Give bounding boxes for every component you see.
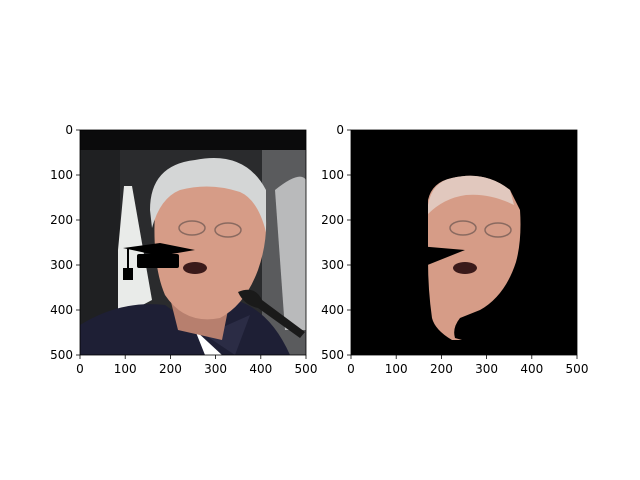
left-x-tick-label: 200 — [159, 362, 182, 376]
left-x-tick-label: 100 — [114, 362, 137, 376]
right-x-tick-label: 100 — [385, 362, 408, 376]
left-x-tick-label: 400 — [249, 362, 272, 376]
right-y-tick-label: 0 — [336, 123, 344, 137]
right-x-tick-label: 500 — [566, 362, 589, 376]
left-x-tick-label: 0 — [76, 362, 84, 376]
left-y-tick-label: 200 — [50, 213, 73, 227]
right-axes: 0 100 200 300 400 500 0 100 200 300 400 500 — [321, 123, 588, 376]
left-y-tick-label: 100 — [50, 168, 73, 182]
graduation-cap-overlay — [123, 243, 195, 280]
right-image — [351, 130, 577, 355]
right-x-tick-label: 0 — [347, 362, 355, 376]
left-image — [80, 130, 306, 355]
right-y-tick-label: 300 — [321, 258, 344, 272]
left-y-tick-label: 0 — [65, 123, 73, 137]
left-y-tick-label: 300 — [50, 258, 73, 272]
right-y-tick-label: 100 — [321, 168, 344, 182]
right-y-tick-label: 400 — [321, 303, 344, 317]
left-y-tick-label: 500 — [50, 348, 73, 362]
right-x-tick-label: 300 — [475, 362, 498, 376]
right-y-tick-label: 200 — [321, 213, 344, 227]
left-axes: 0 100 200 300 400 500 0 100 200 300 400 500 — [50, 123, 317, 376]
right-y-tick-label: 500 — [321, 348, 344, 362]
left-x-tick-label: 500 — [295, 362, 318, 376]
left-y-tick-label: 400 — [50, 303, 73, 317]
right-x-tick-label: 400 — [520, 362, 543, 376]
left-x-tick-label: 300 — [204, 362, 227, 376]
right-x-tick-label: 200 — [430, 362, 453, 376]
